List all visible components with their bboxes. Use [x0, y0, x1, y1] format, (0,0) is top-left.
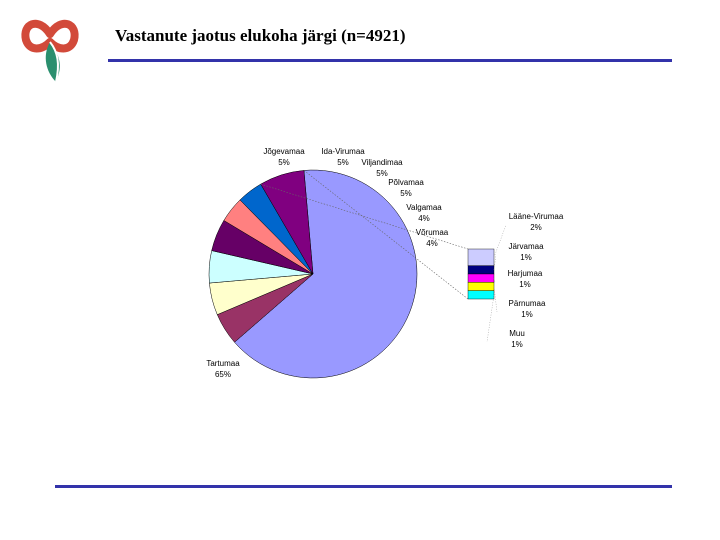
slice-pct-tartumaa: 65%	[215, 370, 231, 379]
slice-label-ida-virumaa: Ida-Virumaa	[321, 147, 365, 156]
bar-label-j-rvamaa: Järvamaa	[508, 242, 544, 251]
leader-harjumaa	[493, 278, 496, 283]
bar-pct-muu: 1%	[511, 340, 523, 349]
bar-pct-l-ne-virumaa: 2%	[530, 223, 542, 232]
bar-pct-harjumaa: 1%	[519, 280, 531, 289]
bar-label-l-ne-virumaa: Lääne-Virumaa	[509, 212, 564, 221]
bar-segment-p-rnumaa	[467, 282, 495, 291]
bar-pct-p-rnumaa: 1%	[521, 310, 533, 319]
title-underline	[108, 59, 672, 62]
slide-title: Vastanute jaotus elukoha järgi (n=4921)	[115, 26, 406, 45]
bar-label-muu: Muu	[509, 329, 525, 338]
bar-segment-harjumaa	[467, 273, 495, 283]
footer-rule	[55, 485, 672, 488]
bar-label-harjumaa: Harjumaa	[508, 269, 543, 278]
connector-top	[260, 183, 469, 250]
slice-pct-v-rumaa: 4%	[426, 239, 438, 248]
slice-label-v-rumaa: Võrumaa	[416, 228, 449, 237]
leader-p-rnumaa	[493, 286, 498, 313]
leader-l-ne-virumaa	[493, 224, 507, 258]
slice-labels: Tartumaa 65% Jõgevamaa 5% Ida-Virumaa 5% Vilja…	[206, 147, 564, 379]
slice-pct-p-lvamaa: 5%	[400, 189, 412, 198]
pie-slice-tartumaa	[234, 169, 418, 379]
connector-lines	[260, 170, 507, 343]
slice-label-valgamaa: Valgamaa	[406, 203, 442, 212]
slice-label-j-gevamaa: Jõgevamaa	[263, 147, 305, 156]
slice-pct-j-gevamaa: 5%	[278, 158, 290, 167]
bar-of-pie-stack	[467, 248, 495, 300]
bar-segment-j-rvamaa	[467, 265, 495, 275]
leader-muu	[486, 294, 495, 343]
slice-pct-ida-virumaa: 5%	[337, 158, 349, 167]
bar-segment-l-ne-virumaa	[467, 248, 495, 266]
bar-pct-j-rvamaa: 1%	[520, 253, 532, 262]
slice-label-viljandimaa: Viljandimaa	[361, 158, 403, 167]
slice-pct-viljandimaa: 5%	[376, 169, 388, 178]
triple-ribbon-logo-icon	[21, 19, 79, 83]
bar-segment-muu	[467, 290, 495, 300]
bar-label-p-rnumaa: Pärnumaa	[509, 299, 546, 308]
slice-label-tartumaa: Tartumaa	[206, 359, 240, 368]
pie-slices	[208, 169, 418, 379]
slice-label-p-lvamaa: Põlvamaa	[388, 178, 424, 187]
slice-pct-valgamaa: 4%	[418, 214, 430, 223]
